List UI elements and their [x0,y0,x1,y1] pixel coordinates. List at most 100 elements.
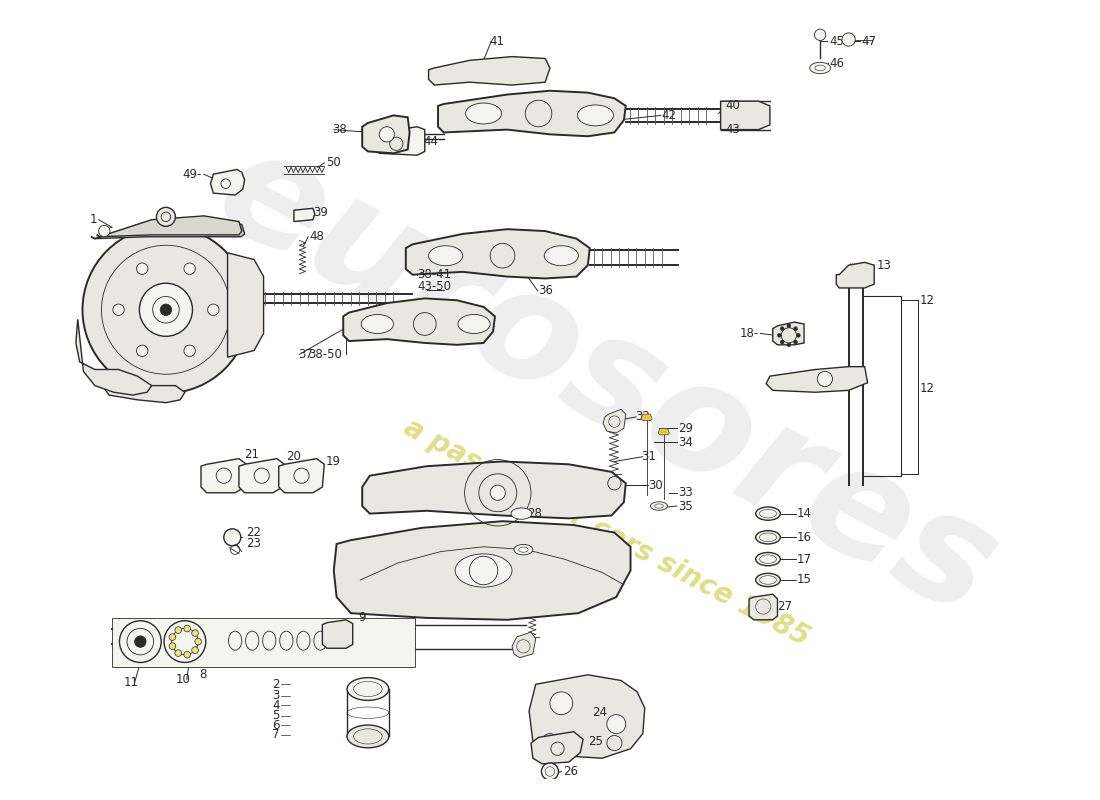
Circle shape [550,692,573,714]
Circle shape [608,477,622,490]
Ellipse shape [314,631,327,650]
Text: 21: 21 [244,448,260,462]
Circle shape [136,263,147,274]
Polygon shape [429,57,550,85]
Circle shape [191,630,198,636]
Circle shape [379,126,395,142]
Text: 19: 19 [327,455,341,468]
Text: 12: 12 [920,294,935,306]
Ellipse shape [756,553,780,566]
Polygon shape [512,632,536,658]
Text: 36: 36 [539,284,553,298]
Polygon shape [836,262,874,288]
Text: 40: 40 [725,99,740,113]
Text: 48: 48 [309,230,324,243]
Circle shape [184,626,190,632]
Text: 11: 11 [123,676,139,689]
Ellipse shape [229,631,242,650]
Ellipse shape [578,105,614,126]
Text: 12: 12 [920,382,935,395]
Text: 38: 38 [332,123,346,136]
Text: 37: 37 [299,348,314,361]
Circle shape [778,334,781,338]
Circle shape [175,650,182,657]
Text: 44: 44 [424,135,439,149]
Polygon shape [343,298,495,345]
Circle shape [195,638,201,645]
Text: eurosores: eurosores [192,114,1021,648]
Polygon shape [76,319,152,395]
Text: 15: 15 [796,574,812,586]
Text: 3: 3 [273,689,279,702]
Text: a passion for cars since 1985: a passion for cars since 1985 [399,414,814,652]
Text: 26: 26 [563,765,579,778]
Polygon shape [210,170,244,195]
Polygon shape [766,366,868,392]
Text: 31: 31 [641,450,656,463]
Text: 42: 42 [662,109,676,122]
Polygon shape [201,458,246,493]
Text: 38-41: 38-41 [417,268,451,281]
Circle shape [184,345,196,357]
Circle shape [140,283,192,336]
Text: 7: 7 [272,728,279,741]
Text: 4: 4 [272,698,279,712]
Text: 23: 23 [246,538,262,550]
Text: 41: 41 [490,35,504,48]
Text: 34: 34 [678,436,693,449]
Polygon shape [97,216,242,237]
Text: 17: 17 [796,553,812,566]
Polygon shape [294,208,315,222]
Ellipse shape [544,246,579,266]
Polygon shape [406,229,590,278]
Text: 20: 20 [286,450,301,463]
Ellipse shape [429,246,463,266]
Text: 6: 6 [272,718,279,731]
Text: 29: 29 [678,422,693,434]
Polygon shape [278,458,324,493]
Text: 5: 5 [273,709,279,722]
Text: 43: 43 [725,123,740,136]
Bar [112,618,416,667]
Text: 2: 2 [272,678,279,690]
Text: 9: 9 [359,611,366,625]
Circle shape [99,226,110,237]
Circle shape [786,324,791,328]
Circle shape [161,304,172,315]
Circle shape [786,343,791,346]
Circle shape [156,207,175,226]
Text: 30: 30 [649,478,663,492]
Text: 8: 8 [199,668,207,682]
Ellipse shape [514,545,532,555]
Polygon shape [91,218,244,238]
Circle shape [817,371,833,386]
Circle shape [175,626,182,634]
Text: 33: 33 [678,486,693,499]
Polygon shape [239,458,285,493]
Circle shape [780,340,784,344]
Text: 1: 1 [89,213,97,226]
Ellipse shape [346,725,388,748]
Polygon shape [375,126,425,155]
Ellipse shape [279,631,293,650]
Circle shape [607,714,626,734]
Ellipse shape [650,502,668,510]
Text: 32: 32 [636,410,650,423]
Ellipse shape [512,508,532,519]
Ellipse shape [756,574,780,586]
Circle shape [169,634,176,640]
Circle shape [780,326,784,330]
Text: 13: 13 [877,258,892,272]
Text: 47: 47 [861,35,876,48]
Text: 49-: 49- [183,168,202,181]
Circle shape [120,621,162,662]
Circle shape [541,763,559,780]
Circle shape [794,326,797,330]
Ellipse shape [458,314,491,334]
Text: 50: 50 [327,156,341,170]
Polygon shape [333,521,630,620]
Ellipse shape [245,631,258,650]
Polygon shape [531,732,583,764]
Ellipse shape [465,103,502,124]
Polygon shape [749,594,778,620]
